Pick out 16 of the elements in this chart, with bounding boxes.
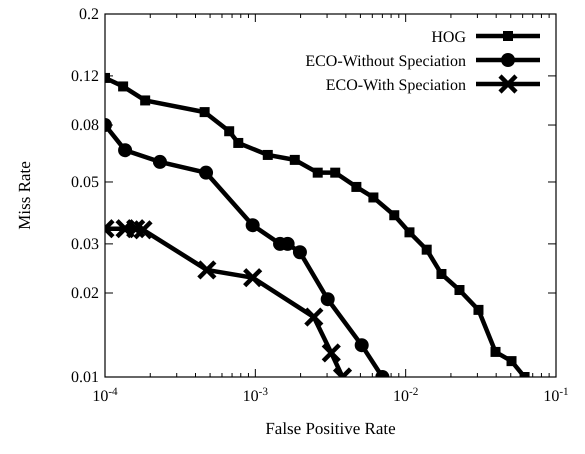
x-tick-label: 10$^{-3}$: [242, 386, 268, 405]
y-tick-label: 0.05: [71, 174, 99, 191]
y-tick-label: 0.02: [71, 285, 99, 302]
y-tick-label: 0.03: [71, 236, 99, 253]
x-tick-label: 10$^{-1}$: [543, 386, 569, 405]
y-tick-label: 0.12: [71, 68, 99, 85]
legend-label: ECO-With Speciation: [326, 77, 466, 94]
y-tick-label: 0.2: [79, 6, 99, 23]
y-tick-label: 0.01: [71, 369, 99, 386]
legend-label: ECO-Without Speciation: [305, 53, 466, 70]
x-tick-label: 10$^{-2}$: [393, 386, 418, 405]
x-axis-title: False Positive Rate: [265, 419, 396, 438]
legend-label: HOG: [431, 29, 466, 46]
y-axis-title: Miss Rate: [15, 161, 34, 230]
y-tick-label: 0.08: [71, 117, 99, 134]
x-tick-label: 10$^{-4}$: [92, 386, 118, 405]
